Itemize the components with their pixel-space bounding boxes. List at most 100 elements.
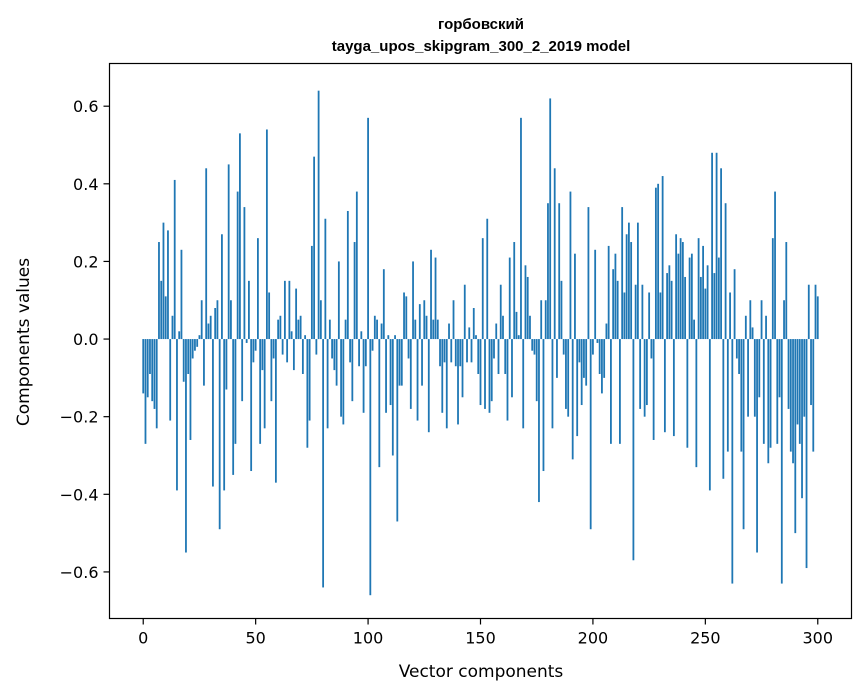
bar-289 (792, 339, 794, 464)
bar-267 (742, 339, 745, 530)
bar-132 (439, 339, 441, 367)
bar-294 (803, 339, 806, 417)
x-tick-label: 200 (578, 629, 609, 648)
bar-187 (562, 339, 565, 355)
bar-50 (254, 339, 257, 351)
bar-115 (400, 339, 403, 386)
bar-198 (587, 207, 590, 340)
bar-174 (533, 339, 536, 355)
bar-277 (765, 315, 767, 340)
bar-82 (326, 339, 329, 429)
bar-37 (225, 339, 228, 390)
bar-59 (274, 339, 277, 483)
bar-11 (167, 230, 169, 340)
bar-281 (774, 191, 776, 340)
bar-212 (619, 339, 621, 444)
bar-263 (733, 269, 736, 340)
bar-249 (702, 245, 704, 340)
bar-284 (780, 339, 783, 584)
bar-8 (160, 280, 163, 340)
bar-197 (585, 339, 588, 386)
bar-41 (234, 339, 237, 444)
bar-119 (409, 339, 412, 409)
x-tick-label: 100 (353, 629, 384, 648)
bar-199 (589, 339, 592, 530)
y-tick-label: −0.4 (60, 485, 99, 504)
bar-138 (452, 300, 455, 340)
bar-72 (304, 335, 307, 340)
bar-83 (328, 319, 331, 340)
x-tick-label: 0 (138, 629, 148, 648)
bar-188 (565, 339, 567, 409)
bar-63 (283, 280, 286, 340)
bar-129 (432, 319, 435, 340)
bar-131 (436, 319, 439, 340)
bar-262 (731, 339, 734, 584)
bar-265 (738, 339, 740, 374)
bar-152 (484, 339, 486, 409)
bar-55 (265, 129, 268, 340)
bar-136 (448, 323, 450, 340)
bar-217 (630, 242, 633, 340)
bar-28 (205, 168, 208, 340)
bar-116 (403, 292, 405, 340)
bar-283 (778, 339, 781, 398)
bar-261 (729, 292, 731, 340)
bar-247 (697, 238, 700, 340)
x-tick-label: 50 (245, 629, 265, 648)
bar-171 (526, 276, 529, 340)
bar-180 (547, 203, 549, 340)
bar-162 (506, 339, 509, 421)
bar-167 (517, 335, 520, 340)
bar-270 (749, 300, 752, 340)
bar-24 (196, 339, 199, 347)
bar-238 (677, 253, 680, 340)
bar-10 (164, 296, 167, 340)
bar-250 (704, 288, 707, 340)
bar-213 (621, 207, 624, 340)
bar-78 (317, 90, 320, 340)
y-axis-ticks: −0.6 −0.4 −0.2 0.0 0.2 0.4 0.6 (60, 97, 110, 582)
bars-group (142, 90, 819, 596)
bar-196 (583, 339, 585, 378)
bar-154 (488, 339, 491, 413)
bar-14 (173, 179, 176, 340)
bar-46 (245, 339, 248, 343)
bar-229 (657, 183, 660, 340)
bar-68 (295, 288, 298, 340)
bar-58 (272, 339, 275, 359)
bar-51 (257, 238, 259, 340)
plot-frame (108, 62, 853, 620)
bar-81 (324, 218, 327, 340)
bar-45 (243, 207, 246, 340)
bar-216 (628, 222, 630, 340)
bar-164 (511, 339, 513, 398)
bar-163 (508, 257, 511, 340)
bar-189 (567, 339, 570, 417)
bar-211 (616, 280, 619, 340)
bar-228 (654, 187, 657, 340)
bar-103 (373, 315, 376, 340)
bar-65 (288, 280, 291, 340)
bar-128 (430, 249, 432, 340)
bar-107 (382, 269, 385, 340)
bar-182 (551, 339, 554, 429)
bar-290 (794, 339, 797, 534)
bar-232 (663, 339, 666, 433)
bar-209 (612, 269, 615, 340)
bar-218 (632, 339, 635, 561)
bar-1 (144, 339, 147, 444)
bar-203 (598, 339, 601, 374)
bar-69 (297, 319, 300, 340)
x-tick-label: 300 (802, 629, 833, 648)
bar-179 (544, 300, 547, 340)
bar-4 (151, 339, 154, 402)
bar-276 (762, 339, 765, 444)
bar-150 (479, 339, 482, 406)
bar-104 (376, 319, 378, 340)
bar-21 (189, 339, 192, 440)
bar-244 (690, 253, 693, 340)
bar-27 (203, 339, 205, 386)
bar-155 (490, 339, 493, 402)
bar-160 (502, 315, 504, 340)
